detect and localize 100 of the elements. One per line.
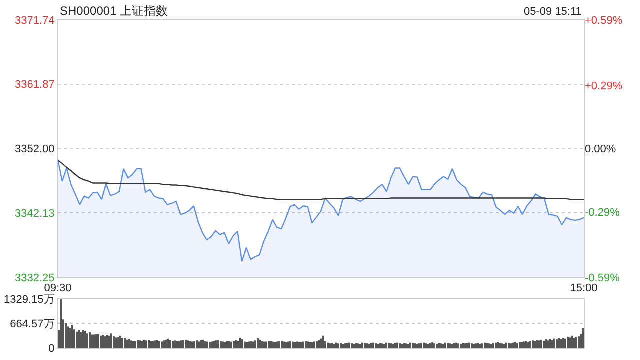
bar: [388, 343, 390, 348]
bar: [182, 340, 184, 348]
bar: [206, 342, 208, 348]
bar: [196, 340, 198, 348]
bar: [292, 342, 294, 348]
bar: [124, 338, 126, 348]
bar: [209, 342, 211, 348]
bar: [337, 344, 340, 348]
bar: [508, 343, 510, 348]
bar: [145, 340, 147, 348]
y-tick-label: 3342.13: [15, 208, 55, 220]
bar: [278, 341, 280, 348]
bar: [254, 340, 256, 348]
bar: [217, 340, 219, 348]
bar: [468, 342, 470, 348]
bar: [582, 328, 584, 348]
bar: [76, 332, 78, 348]
bar: [230, 342, 232, 348]
bar: [361, 342, 364, 348]
bar: [65, 322, 67, 348]
bar: [460, 344, 462, 348]
bar: [471, 344, 473, 348]
y-tick-label: 3361.87: [15, 79, 55, 92]
bar: [385, 342, 388, 348]
y-tick-label: 0: [48, 342, 55, 355]
bar: [316, 341, 318, 348]
bar: [148, 340, 150, 348]
bar: [505, 342, 508, 348]
bar: [543, 341, 545, 348]
bar: [268, 341, 270, 348]
bar: [495, 342, 497, 348]
line-series: [58, 160, 584, 200]
text: 05-09 15:11: [524, 6, 582, 18]
bar: [484, 342, 486, 348]
bar: [110, 334, 112, 348]
bar: [158, 341, 160, 348]
bar: [375, 344, 377, 348]
bar: [447, 343, 449, 348]
y2-tick-label: -0.59%: [585, 272, 620, 284]
bar: [327, 342, 329, 348]
bar: [193, 341, 195, 348]
bar: [233, 341, 235, 348]
bar: [444, 342, 446, 348]
bar: [420, 343, 422, 348]
bar: [241, 340, 243, 348]
bar: [492, 343, 494, 348]
bar: [100, 336, 102, 348]
bar: [481, 344, 484, 348]
bar: [556, 340, 558, 348]
bar: [436, 344, 438, 348]
bar: [575, 337, 577, 348]
bar: [305, 341, 307, 348]
bar: [409, 342, 412, 348]
bar: [121, 338, 123, 348]
bar: [457, 344, 460, 348]
x-tick-label: 09:30: [44, 282, 72, 295]
bar: [519, 342, 521, 348]
bar: [348, 342, 350, 348]
bar: [185, 340, 187, 348]
y2-tick-label: +0.59%: [585, 14, 623, 27]
bar: [516, 343, 518, 348]
bar: [412, 343, 414, 348]
y2-tick-label: -0.29%: [585, 206, 620, 219]
bar: [113, 336, 115, 348]
bar: [322, 336, 324, 348]
bar: [97, 334, 99, 348]
y-tick-label: 1329.15万: [4, 294, 55, 306]
bar: [553, 338, 556, 348]
bar: [320, 338, 322, 348]
bar: [60, 299, 62, 348]
bar: [578, 336, 580, 348]
bar: [313, 342, 315, 348]
y-tick-label: 3332.25: [15, 272, 55, 284]
chart-title: SH000001 上证指数: [60, 4, 168, 18]
y2-tick-label: 0.00%: [585, 144, 616, 156]
bar: [265, 342, 267, 348]
bar: [257, 338, 259, 348]
bar: [364, 343, 366, 348]
bar: [423, 342, 425, 348]
bar: [567, 336, 569, 348]
bar: [372, 342, 374, 348]
y2-tick-label: +0.29%: [585, 80, 623, 92]
bar: [289, 341, 291, 348]
bar: [564, 338, 566, 348]
bar: [399, 344, 401, 348]
bar: [172, 341, 174, 348]
bar: [137, 340, 139, 348]
bar: [220, 341, 222, 348]
bar: [89, 332, 91, 348]
y-tick-label: 3352.00: [15, 144, 55, 156]
bar: [532, 340, 534, 348]
bar: [134, 341, 136, 348]
x-tick-label: 15:00: [570, 282, 598, 295]
bar: [302, 342, 304, 348]
bar: [161, 342, 163, 348]
bar: [281, 341, 283, 348]
bar: [529, 341, 532, 348]
bar: [169, 340, 171, 348]
bar: [433, 344, 436, 348]
bar: [244, 342, 246, 348]
